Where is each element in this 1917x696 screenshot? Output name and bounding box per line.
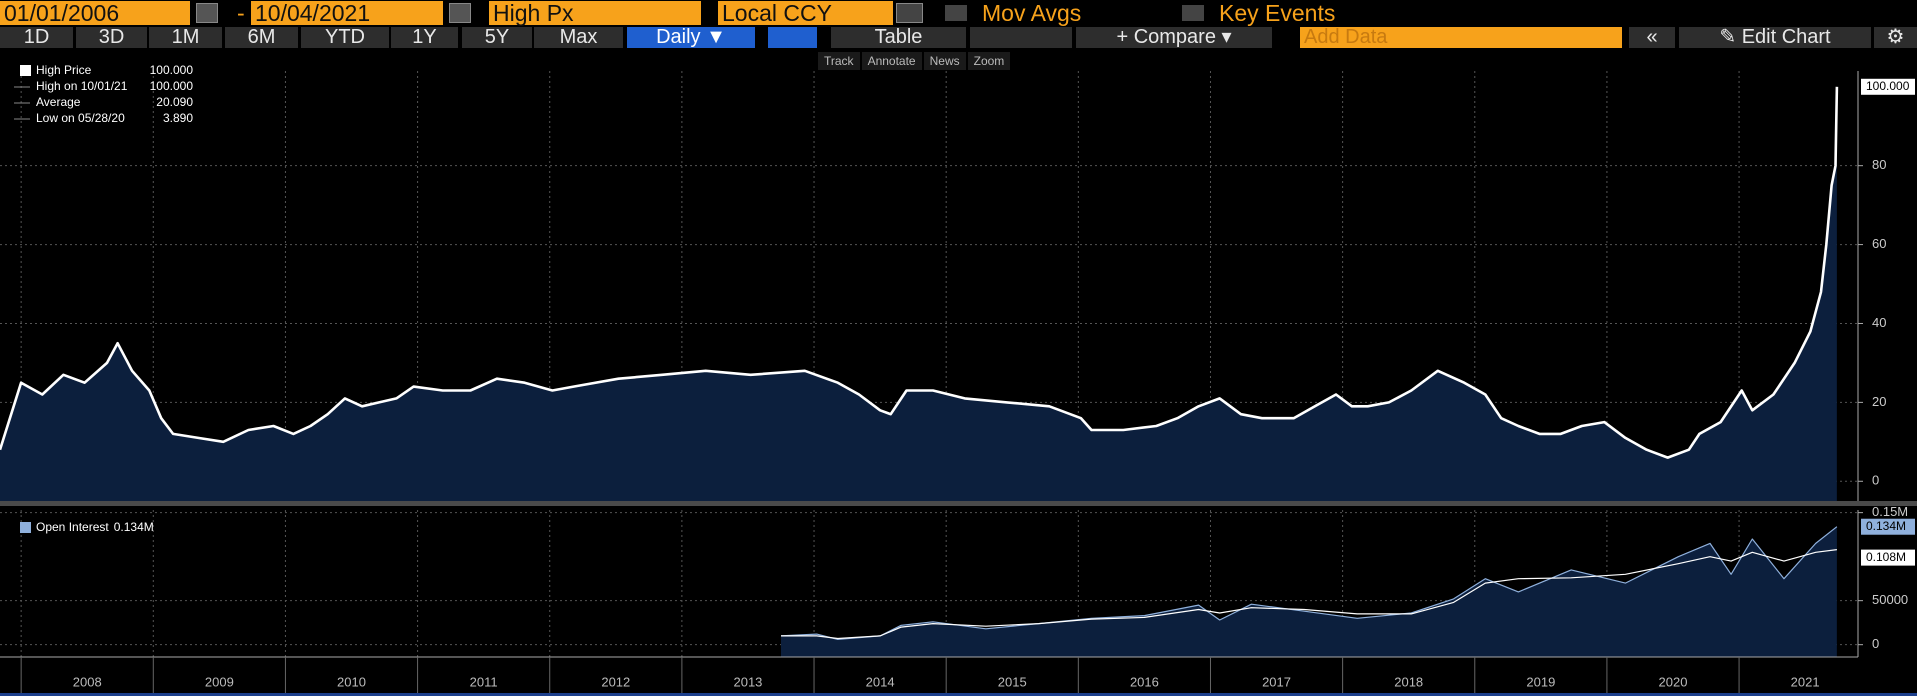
y-tick-label: 0.15M (1872, 504, 1908, 519)
value-label-box (1861, 518, 1915, 535)
checkbox[interactable] (945, 5, 967, 21)
period-button[interactable]: Max (534, 27, 623, 48)
y-tick-label: 0 (1872, 473, 1879, 488)
edit-chart-label: Edit Chart (1741, 26, 1831, 48)
line (0, 86, 1839, 459)
x-tick-label: 2020 (1659, 674, 1688, 689)
x-tick-label: 2009 (205, 674, 234, 689)
x-tick-label: 2011 (470, 674, 498, 689)
x-tick-label: 2019 (1526, 674, 1555, 689)
period-button[interactable]: YTD (301, 27, 389, 48)
tool-button[interactable]: Annotate (861, 52, 922, 70)
date-separator: - (237, 0, 245, 26)
stat-label: Low on 05/28/20 (36, 111, 125, 125)
table-button[interactable]: Table (831, 27, 966, 48)
collapse-button[interactable]: « (1629, 27, 1675, 48)
legend-value: 0.134M (114, 520, 154, 534)
edit-chart-button[interactable]: ✎ Edit Chart (1679, 27, 1871, 48)
x-tick-label: 2016 (1130, 674, 1159, 689)
end-date[interactable]: 10/04/2021 (251, 1, 443, 25)
period-button[interactable]: 3D (76, 27, 147, 48)
key-events[interactable]: Key Events (1219, 0, 1336, 26)
settings-button[interactable]: ⚙ (1874, 27, 1917, 48)
dropdown-arrow[interactable] (896, 3, 923, 23)
area (0, 86, 1837, 501)
tool-button[interactable]: News (923, 52, 966, 70)
y-tick-label: 80 (1872, 157, 1886, 172)
mov-avgs[interactable]: Mov Avgs (982, 0, 1082, 26)
x-tick-label: 2013 (733, 674, 762, 689)
y-tick-label: 20 (1872, 394, 1886, 409)
y-tick-label: 60 (1872, 236, 1886, 251)
tool-bar: Track Annotate News Zoom (818, 52, 1011, 70)
frequency-button[interactable]: Daily ▼ (627, 27, 755, 48)
add-data-input[interactable]: Add Data (1300, 27, 1622, 48)
x-tick-label: 2008 (73, 674, 102, 689)
legend-value: 100.000 (150, 63, 194, 77)
calendar-icon[interactable] (449, 3, 471, 23)
period-button[interactable]: 6M (225, 27, 298, 48)
period-button[interactable]: 5Y (462, 27, 532, 48)
x-tick-label: 2014 (866, 674, 895, 689)
x-tick-label: 2010 (337, 674, 366, 689)
chart-type-icon[interactable] (768, 27, 817, 48)
start-date[interactable]: 01/01/2006 (0, 1, 190, 25)
compare-button[interactable]: + Compare ▾ (1076, 27, 1272, 48)
x-tick-label: 2017 (1262, 674, 1291, 689)
panel-separator (0, 501, 1917, 506)
legend-swatch (20, 522, 31, 533)
tool-button[interactable]: Zoom (967, 52, 1011, 70)
compare-label: Compare (1133, 26, 1216, 48)
stat-label: High on 10/01/21 (36, 79, 128, 93)
y-tick-label: 50000 (1872, 592, 1908, 607)
x-tick-label: 2012 (601, 674, 630, 689)
price-legend: High Price 100.000 High on 10/01/21 100.000… (14, 63, 193, 125)
y-tick-label: 40 (1872, 315, 1886, 330)
value-label: 0.134M (1866, 519, 1906, 533)
stat-label: Average (36, 95, 81, 109)
stat-value: 20.090 (156, 95, 193, 109)
calendar-icon[interactable] (196, 3, 218, 23)
checkbox[interactable] (1182, 5, 1204, 21)
field-select[interactable]: High Px (489, 1, 701, 25)
tool-button[interactable]: Track (818, 52, 860, 70)
period-button[interactable]: 1Y (391, 27, 458, 48)
value-label: 100.000 (1866, 79, 1910, 93)
bottom-bar (0, 693, 1917, 696)
period-button[interactable]: 1D (0, 27, 73, 48)
y-tick-label: 0 (1872, 636, 1879, 651)
legend-name: High Price (36, 63, 92, 77)
x-tick-label: 2021 (1791, 674, 1820, 689)
value-label-box (1861, 549, 1915, 566)
line (781, 549, 1837, 640)
frequency-label: Daily (656, 26, 701, 48)
period-button[interactable]: 1M (149, 27, 222, 48)
legend-swatch (20, 65, 31, 76)
value-label-box (1861, 78, 1915, 95)
value-label: 0.108M (1866, 550, 1906, 564)
x-tick-label: 2015 (998, 674, 1027, 689)
x-tick-label: 2018 (1394, 674, 1423, 689)
stat-value: 100.000 (150, 79, 194, 93)
blank-button (970, 27, 1072, 48)
currency-select[interactable]: Local CCY (718, 1, 893, 25)
legend-name: Open Interest (36, 520, 109, 534)
stat-value: 3.890 (163, 111, 193, 125)
area (780, 526, 1837, 657)
